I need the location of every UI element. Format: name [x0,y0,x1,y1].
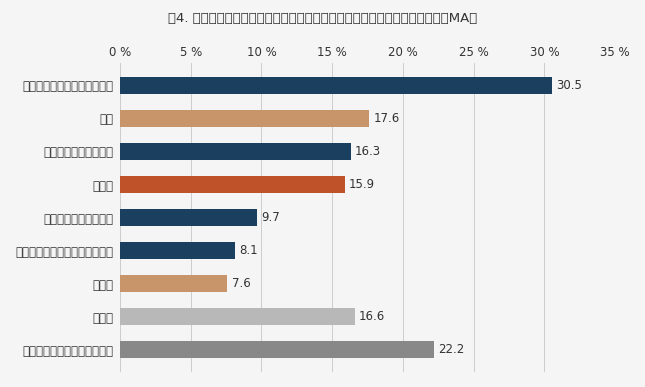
Bar [120,143,351,160]
Bar [120,110,369,127]
Text: 8.1: 8.1 [239,244,257,257]
Text: 7.6: 7.6 [232,277,250,290]
Bar [120,176,345,193]
Text: 17.6: 17.6 [373,112,399,125]
Text: 16.6: 16.6 [359,310,385,323]
Bar [120,341,434,358]
Bar [120,209,257,226]
Text: 22.2: 22.2 [439,343,464,356]
Text: 15.9: 15.9 [349,178,375,191]
Text: 16.3: 16.3 [355,145,381,158]
Text: 9.7: 9.7 [261,211,280,224]
Bar [120,242,235,259]
Text: 30.5: 30.5 [556,79,582,92]
Bar [120,308,355,325]
Bar [120,77,551,94]
Bar [120,276,228,292]
Text: 図4. 能登半島地震を最初に得た情報以外にどのような方法で情報を得たか（MA）: 図4. 能登半島地震を最初に得た情報以外にどのような方法で情報を得たか（MA） [168,12,477,25]
